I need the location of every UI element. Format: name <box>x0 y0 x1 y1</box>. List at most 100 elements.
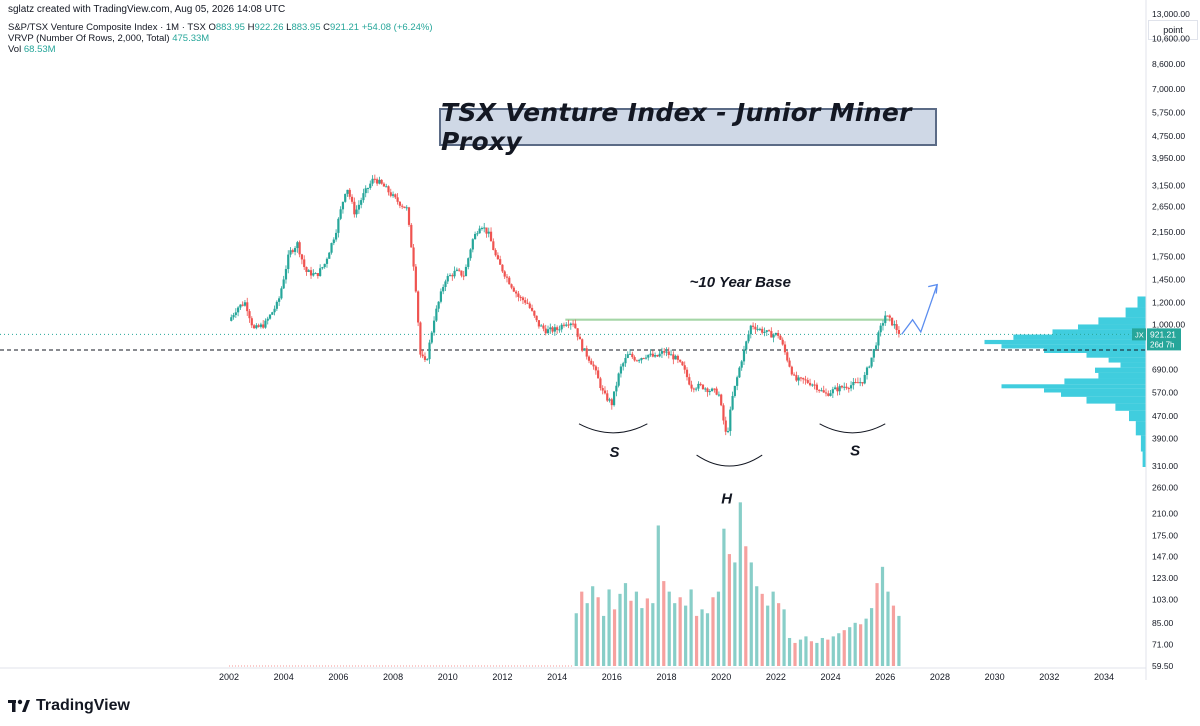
candle-body <box>293 248 297 252</box>
candle-body <box>576 328 579 337</box>
chart-title[interactable]: TSX Venture Index - Junior Miner Proxy <box>439 98 937 156</box>
last-price-symbol: JX <box>1135 330 1144 339</box>
legend-vol-row[interactable]: Vol 68.53M <box>8 44 433 55</box>
vrvp-row <box>1098 372 1146 379</box>
candle-body <box>567 324 570 326</box>
candle-body <box>578 336 582 340</box>
time-tick-label: 2002 <box>219 672 239 682</box>
candle-body <box>635 360 638 362</box>
candle-body <box>651 353 654 357</box>
candle-body <box>508 277 511 285</box>
volume-bar <box>705 613 710 666</box>
volume-bar <box>574 613 578 666</box>
projection-path <box>901 284 938 335</box>
candle-body <box>847 388 850 390</box>
volume-bar <box>634 591 639 666</box>
volume-bar <box>667 591 671 666</box>
candle-body <box>268 314 272 319</box>
legend-change: +54.08 (+6.24%) <box>361 22 433 33</box>
candle-body <box>489 231 493 242</box>
candle-body <box>362 193 365 201</box>
candle-body <box>357 204 360 210</box>
volume-bar <box>869 608 874 666</box>
candle-body <box>428 342 431 360</box>
candle-body <box>371 178 374 184</box>
volume-bar <box>809 641 814 666</box>
legend-symbol-row[interactable]: S&P/TSX Venture Composite Index · 1M · T… <box>8 22 433 33</box>
vrvp-row <box>1137 296 1146 308</box>
candle-body <box>793 374 796 376</box>
candle-body <box>665 351 668 353</box>
volume-bar <box>689 589 693 666</box>
candle-body <box>888 315 891 318</box>
price-tick-label: 59.50 <box>1152 661 1174 671</box>
price-tick-label: 4,750.00 <box>1152 131 1185 141</box>
candle-body <box>594 366 597 371</box>
volume-bar <box>722 528 726 666</box>
candle-body <box>751 325 755 327</box>
candle-body <box>328 252 331 259</box>
candle-body <box>382 183 386 187</box>
candle-body <box>804 379 807 381</box>
legend-open-label: O <box>208 22 216 33</box>
candle-body <box>464 266 468 277</box>
candle-body <box>674 355 677 360</box>
candle-body <box>669 354 673 356</box>
candle-body <box>398 201 401 206</box>
candle-body <box>480 227 484 229</box>
price-scale-mode-button[interactable]: point <box>1148 20 1198 40</box>
candle-body <box>569 323 572 326</box>
volume-bar <box>859 624 863 666</box>
candle-body <box>590 360 593 365</box>
candle-body <box>722 405 725 421</box>
candle-body <box>419 322 422 355</box>
candle-body <box>519 296 522 298</box>
tradingview-logo-icon <box>8 699 30 712</box>
candle-body <box>412 247 415 267</box>
last-price-tag <box>1147 328 1181 351</box>
volume-bar <box>815 642 819 666</box>
candle-body <box>275 301 278 309</box>
tradingview-brand[interactable]: TradingView <box>8 697 130 715</box>
price-tick-label: 2,650.00 <box>1152 201 1185 211</box>
legend-low-label: L <box>286 22 292 33</box>
candle-body <box>451 275 454 277</box>
price-tick-label: 570.00 <box>1152 387 1178 397</box>
candle-body <box>494 250 497 256</box>
candle-body <box>230 317 233 321</box>
candle-body <box>528 303 531 308</box>
candle-body <box>496 255 499 260</box>
legend-vrvp-row[interactable]: VRVP (Number Of Rows, 2,000, Total) 475.… <box>8 33 433 44</box>
candle-body <box>726 431 730 433</box>
candle-body <box>437 301 440 309</box>
vrvp-row <box>1078 324 1146 330</box>
time-axis[interactable]: 2002 2004 2006 2008 2010 2012 2014 2016 2018 2020… <box>0 667 1146 682</box>
price-tick-label: 470.00 <box>1152 411 1178 421</box>
volume-bar <box>684 605 688 666</box>
candle-body <box>861 382 864 384</box>
candle-body <box>690 384 693 389</box>
price-axis[interactable]: 13,000.00 10,600.00 8,600.00 7,000.00 5,750.… <box>1132 0 1190 680</box>
price-tick-label: 71.00 <box>1152 640 1174 650</box>
candle-body <box>246 302 249 312</box>
candle-body <box>537 320 540 327</box>
vrvp-row <box>1125 307 1146 318</box>
candle-body <box>587 356 591 361</box>
volume-bar <box>886 591 890 666</box>
candle-body <box>307 270 310 272</box>
candle-body <box>683 365 686 370</box>
price-tick-label: 103.00 <box>1152 595 1178 605</box>
candle-body <box>767 330 771 332</box>
vrvp-row <box>1108 357 1146 363</box>
candle-body <box>394 194 397 198</box>
candle-body <box>360 200 363 205</box>
candle-body <box>257 325 260 327</box>
candle-body <box>512 287 515 292</box>
volume-bar <box>623 583 628 666</box>
vrvp-row <box>1086 396 1146 404</box>
candle-body <box>786 352 789 361</box>
legend-vol-label: Vol <box>8 44 22 55</box>
price-tick-label: 3,950.00 <box>1152 153 1185 163</box>
candle-body <box>387 186 390 193</box>
